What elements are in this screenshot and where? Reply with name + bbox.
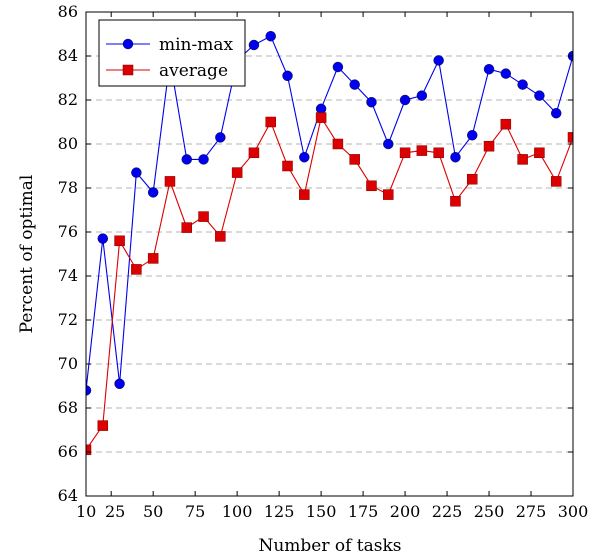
data-point-1-0	[86, 444, 92, 456]
data-point-1-2	[114, 235, 125, 247]
data-point-0-22	[450, 151, 461, 163]
x-tick-label: 150	[306, 502, 337, 521]
data-point-1-11	[265, 116, 276, 128]
y-axis-ticks: 64 66 68 70 72 74 76 78 80 82 84 86	[58, 2, 573, 505]
x-tick-label: 25	[105, 502, 125, 521]
x-axis-title: Number of tasks	[258, 536, 401, 556]
data-point-1-9	[231, 167, 243, 178]
series-line-0	[86, 35, 573, 391]
data-point-0-11	[265, 31, 276, 42]
data-point-1-24	[483, 140, 495, 152]
y-tick-label: 80	[58, 134, 78, 153]
data-point-1-16	[349, 154, 360, 165]
data-point-1-1	[97, 420, 109, 431]
data-point-1-19	[399, 147, 411, 159]
data-point-1-29	[567, 132, 573, 143]
x-tick-label: 275	[516, 502, 547, 521]
data-point-1-23	[466, 173, 478, 185]
y-tick-label: 76	[58, 222, 78, 241]
data-point-1-15	[332, 138, 344, 150]
x-tick-label: 50	[143, 502, 163, 521]
x-tick-label: 10	[76, 502, 96, 521]
data-point-1-4	[147, 253, 159, 264]
data-point-1-14	[315, 112, 327, 123]
data-point-1-7	[198, 211, 209, 222]
data-point-1-27	[534, 147, 545, 159]
data-point-1-5	[164, 176, 176, 187]
legend-marker-0	[122, 38, 134, 50]
data-point-0-25	[500, 68, 512, 79]
x-tick-label: 175	[348, 502, 379, 521]
data-point-1-22	[450, 195, 461, 207]
data-point-1-17	[366, 180, 377, 192]
y-tick-label: 70	[58, 354, 78, 373]
data-point-0-6	[181, 154, 192, 165]
x-tick-label: 250	[474, 502, 505, 521]
data-point-0-14	[315, 103, 327, 115]
data-point-0-16	[349, 79, 360, 90]
y-tick-label: 86	[58, 2, 78, 21]
data-point-0-28	[551, 107, 562, 119]
y-tick-label: 74	[58, 266, 78, 285]
data-point-1-8	[215, 231, 226, 242]
data-point-0-2	[114, 378, 125, 389]
x-tick-label: 125	[264, 502, 295, 521]
data-point-1-18	[383, 189, 394, 200]
y-tick-label: 78	[58, 178, 78, 197]
y-tick-label: 66	[58, 442, 78, 461]
legend-marker-1	[122, 64, 134, 76]
y-tick-label: 72	[58, 310, 78, 329]
data-point-1-13	[299, 189, 310, 200]
data-point-0-12	[282, 70, 293, 82]
data-point-1-26	[517, 154, 528, 165]
data-point-1-25	[500, 118, 512, 130]
grid-lines	[86, 55, 573, 453]
data-point-1-6	[181, 222, 193, 233]
legend-label-0: min-max	[159, 35, 234, 55]
data-point-0-20	[416, 90, 428, 101]
data-point-0-7	[198, 154, 209, 165]
y-tick-label: 82	[58, 90, 78, 109]
x-tick-label: 225	[432, 502, 463, 521]
x-tick-label: 75	[185, 502, 205, 521]
data-point-0-26	[517, 79, 528, 90]
plot-frame	[85, 11, 574, 497]
data-point-0-4	[147, 187, 159, 198]
data-point-0-24	[483, 63, 495, 75]
series-group	[86, 31, 573, 456]
y-axis-title: Percent of optimal	[17, 175, 37, 334]
data-point-0-8	[215, 132, 226, 143]
data-point-0-13	[299, 151, 310, 163]
data-point-0-21	[433, 55, 444, 66]
y-tick-label: 68	[58, 398, 78, 417]
series-line-1	[86, 116, 573, 451]
data-point-0-15	[332, 61, 344, 73]
data-point-1-28	[550, 176, 562, 187]
data-point-0-17	[366, 96, 377, 108]
data-point-0-0	[86, 385, 92, 396]
legend: min-max average	[98, 19, 246, 87]
x-tick-label: 100	[222, 502, 253, 521]
x-axis-ticks: 10 25 50 75 100 125 150 175 200 225 250 275 300	[76, 12, 588, 521]
data-point-0-27	[534, 90, 545, 101]
data-point-1-21	[433, 147, 444, 159]
data-point-0-3	[131, 167, 142, 178]
y-tick-label: 64	[58, 486, 78, 505]
legend-label-1: average	[159, 61, 228, 81]
x-tick-label: 200	[390, 502, 421, 521]
x-tick-label: 300	[558, 502, 589, 521]
data-point-1-20	[416, 145, 428, 156]
data-point-1-10	[248, 147, 260, 159]
y-tick-label: 84	[58, 46, 78, 65]
data-point-0-10	[248, 39, 260, 51]
data-point-1-3	[131, 264, 142, 275]
data-point-0-18	[383, 138, 394, 150]
data-point-0-19	[399, 94, 411, 106]
data-point-0-1	[97, 233, 108, 244]
data-point-1-12	[282, 160, 293, 172]
data-point-0-23	[467, 129, 478, 141]
